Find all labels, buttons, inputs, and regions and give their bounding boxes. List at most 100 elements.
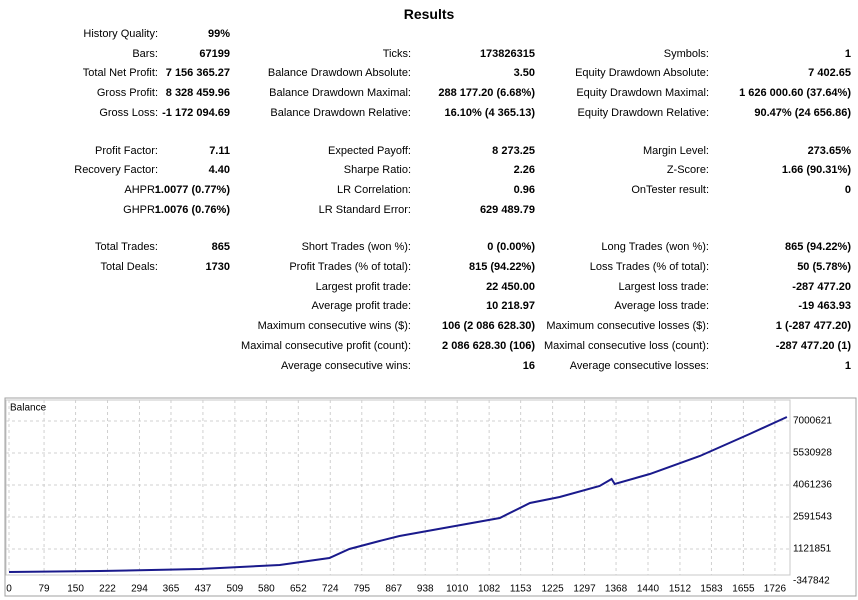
stat-label: Average loss trade: xyxy=(614,300,709,313)
stat-value: 8 273.25 xyxy=(492,144,535,157)
stat-value: 16 xyxy=(522,359,535,372)
x-tick-label: 867 xyxy=(385,584,402,595)
stat-value: -1 172 094.69 xyxy=(162,106,230,119)
stat-label: AHPR: xyxy=(124,183,158,196)
chart-frame xyxy=(4,397,857,597)
x-tick-label: 1440 xyxy=(637,584,660,595)
stat-label: LR Standard Error: xyxy=(318,203,411,216)
stat-value: 0.96 xyxy=(513,183,535,196)
x-tick-label: 294 xyxy=(131,584,148,595)
stat-value: 1.0077 (0.77%) xyxy=(154,183,230,196)
stat-value: 865 (94.22%) xyxy=(784,241,851,254)
y-tick-label: 1121851 xyxy=(793,544,832,555)
x-tick-label: 1010 xyxy=(446,584,469,595)
stat-label: Gross Profit: xyxy=(96,87,158,100)
stat-value: 1 xyxy=(844,47,851,60)
stat-value: 0 xyxy=(844,183,851,196)
stat-value: 1.66 (90.31%) xyxy=(781,164,851,177)
stat-value: 173826315 xyxy=(479,47,535,60)
y-tick-label: 4061236 xyxy=(793,480,832,491)
stat-label: Recovery Factor: xyxy=(74,164,158,177)
stat-label: Maximum consecutive wins ($): xyxy=(257,320,411,333)
stat-value: 1730 xyxy=(205,261,230,273)
stat-value: 1 626 000.60 (37.64%) xyxy=(739,87,851,100)
stat-value: 10 218.97 xyxy=(486,300,535,313)
y-tick-label: 5530928 xyxy=(793,448,832,459)
stat-label: Profit Trades (% of total): xyxy=(289,261,411,273)
stat-value: 7 402.65 xyxy=(808,67,851,80)
x-tick-label: 509 xyxy=(227,584,244,595)
stat-value: 7.11 xyxy=(209,144,230,157)
stat-value: 67199 xyxy=(199,47,230,60)
stat-value: 22 450.00 xyxy=(486,280,535,293)
stat-label: Average consecutive losses: xyxy=(569,359,709,372)
x-tick-label: 1583 xyxy=(700,584,723,595)
x-tick-label: 1512 xyxy=(669,584,692,595)
x-tick-label: 724 xyxy=(322,584,339,595)
y-tick-label: 7000621 xyxy=(793,416,832,427)
stat-value: 2.26 xyxy=(513,164,535,177)
plot-area xyxy=(5,399,791,576)
x-tick-label: 0 xyxy=(6,584,12,595)
x-tick-label: 150 xyxy=(67,584,84,595)
x-tick-label: 79 xyxy=(38,584,50,595)
stat-value: 865 xyxy=(211,241,230,254)
stat-label: Largest profit trade: xyxy=(315,280,411,293)
stat-label: Loss Trades (% of total): xyxy=(589,261,709,273)
y-tick-label: 2591543 xyxy=(793,512,832,523)
x-tick-label: 1368 xyxy=(605,584,628,595)
stat-label: Maximal consecutive loss (count): xyxy=(543,339,709,352)
stat-label: Equity Drawdown Relative: xyxy=(577,106,709,119)
x-tick-label: 1082 xyxy=(478,584,501,595)
stat-label: Balance Drawdown Maximal: xyxy=(269,87,411,100)
legend-label: Balance xyxy=(10,403,47,414)
stat-label: Largest loss trade: xyxy=(618,280,710,293)
stat-label: Symbols: xyxy=(663,47,709,60)
stat-label: Sharpe Ratio: xyxy=(343,164,411,177)
stat-value: 99% xyxy=(207,28,230,40)
stat-value: 7 156 365.27 xyxy=(165,67,230,80)
stat-label: Maximal consecutive profit (count): xyxy=(241,339,411,352)
stat-label: GHPR: xyxy=(123,203,158,216)
results-title: Results xyxy=(403,6,455,22)
stat-label: Bars: xyxy=(132,47,158,60)
y-tick-label: -347842 xyxy=(793,576,830,587)
stat-label: Z-Score: xyxy=(666,164,709,177)
stat-value: 288 177.20 (6.68%) xyxy=(438,87,535,100)
stat-value: 8 328 459.96 xyxy=(165,87,230,100)
stat-label: Short Trades (won %): xyxy=(301,241,411,254)
stat-label: Margin Level: xyxy=(642,144,709,157)
x-tick-label: 1655 xyxy=(732,584,755,595)
stat-value: -287 477.20 (1) xyxy=(775,339,851,352)
stat-label: LR Correlation: xyxy=(337,183,411,196)
stat-value: -287 477.20 xyxy=(792,280,851,293)
stat-label: Ticks: xyxy=(382,47,411,60)
x-tick-label: 222 xyxy=(99,584,116,595)
stat-value: 273.65% xyxy=(807,144,851,157)
stat-value: 106 (2 086 628.30) xyxy=(442,320,535,333)
stat-label: Total Deals: xyxy=(100,261,158,273)
stat-label: Equity Drawdown Maximal: xyxy=(576,87,709,100)
stat-value: -19 463.93 xyxy=(798,300,851,313)
x-tick-label: 795 xyxy=(353,584,370,595)
stat-label: History Quality: xyxy=(83,28,158,40)
stat-label: OnTester result: xyxy=(631,183,709,196)
x-tick-label: 1726 xyxy=(764,584,787,595)
stat-value: 90.47% (24 656.86) xyxy=(754,106,851,119)
balance-line xyxy=(8,416,788,574)
x-tick-label: 1225 xyxy=(541,584,564,595)
x-tick-label: 1297 xyxy=(573,584,596,595)
stat-value: 629 489.79 xyxy=(479,203,535,216)
stat-value: 1 (-287 477.20) xyxy=(775,320,851,333)
x-tick-label: 580 xyxy=(258,584,275,595)
stat-label: Profit Factor: xyxy=(95,144,158,157)
x-tick-label: 652 xyxy=(290,584,307,595)
stat-value: 16.10% (4 365.13) xyxy=(444,106,535,119)
stat-label: Equity Drawdown Absolute: xyxy=(575,67,709,80)
stat-value: 815 (94.22%) xyxy=(468,261,535,273)
stat-value: 2 086 628.30 (106) xyxy=(442,339,535,352)
x-tick-label: 437 xyxy=(195,584,212,595)
stat-label: Expected Payoff: xyxy=(328,144,411,157)
stat-label: Average profit trade: xyxy=(311,300,411,313)
